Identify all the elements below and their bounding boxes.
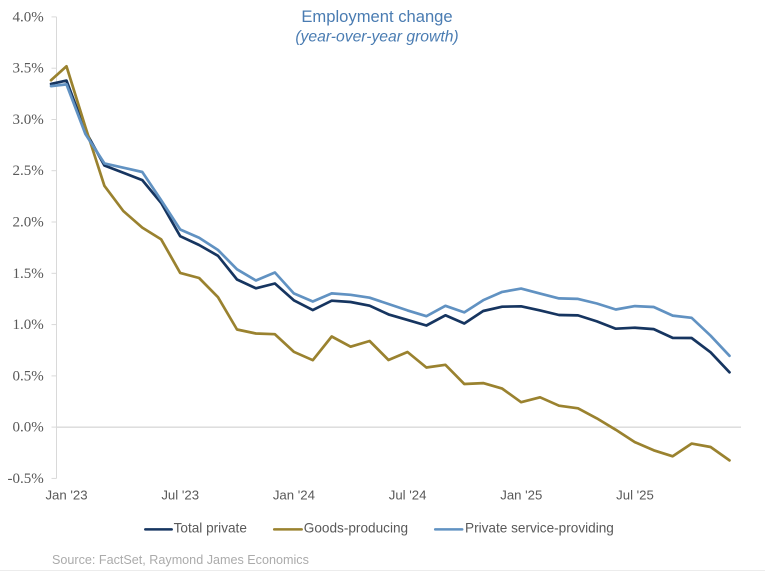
svg-text:Goods-producing: Goods-producing — [304, 521, 408, 536]
svg-text:3.0%: 3.0% — [13, 112, 44, 128]
svg-text:1.5%: 1.5% — [13, 266, 44, 282]
svg-text:Total private: Total private — [174, 521, 247, 536]
svg-text:Private service-providing: Private service-providing — [465, 521, 614, 536]
svg-text:Jul '23: Jul '23 — [161, 488, 199, 503]
svg-text:3.5%: 3.5% — [13, 61, 44, 77]
svg-text:2.5%: 2.5% — [13, 163, 44, 179]
svg-text:Source: FactSet, Raymond James: Source: FactSet, Raymond James Economics — [52, 553, 309, 567]
svg-text:Employment change: Employment change — [301, 7, 452, 26]
svg-text:2.0%: 2.0% — [13, 215, 44, 231]
svg-text:1.0%: 1.0% — [13, 317, 44, 333]
svg-text:Jul '25: Jul '25 — [616, 488, 654, 503]
svg-text:0.0%: 0.0% — [13, 420, 44, 436]
svg-text:Jan '24: Jan '24 — [273, 488, 315, 503]
svg-text:0.5%: 0.5% — [13, 368, 44, 384]
svg-text:Jul '24: Jul '24 — [389, 488, 427, 503]
svg-text:Jan '23: Jan '23 — [45, 488, 87, 503]
svg-text:-0.5%: -0.5% — [8, 471, 44, 487]
svg-text:(year-over-year growth): (year-over-year growth) — [295, 28, 458, 45]
svg-text:Jan '25: Jan '25 — [500, 488, 542, 503]
svg-text:4.0%: 4.0% — [13, 9, 44, 25]
